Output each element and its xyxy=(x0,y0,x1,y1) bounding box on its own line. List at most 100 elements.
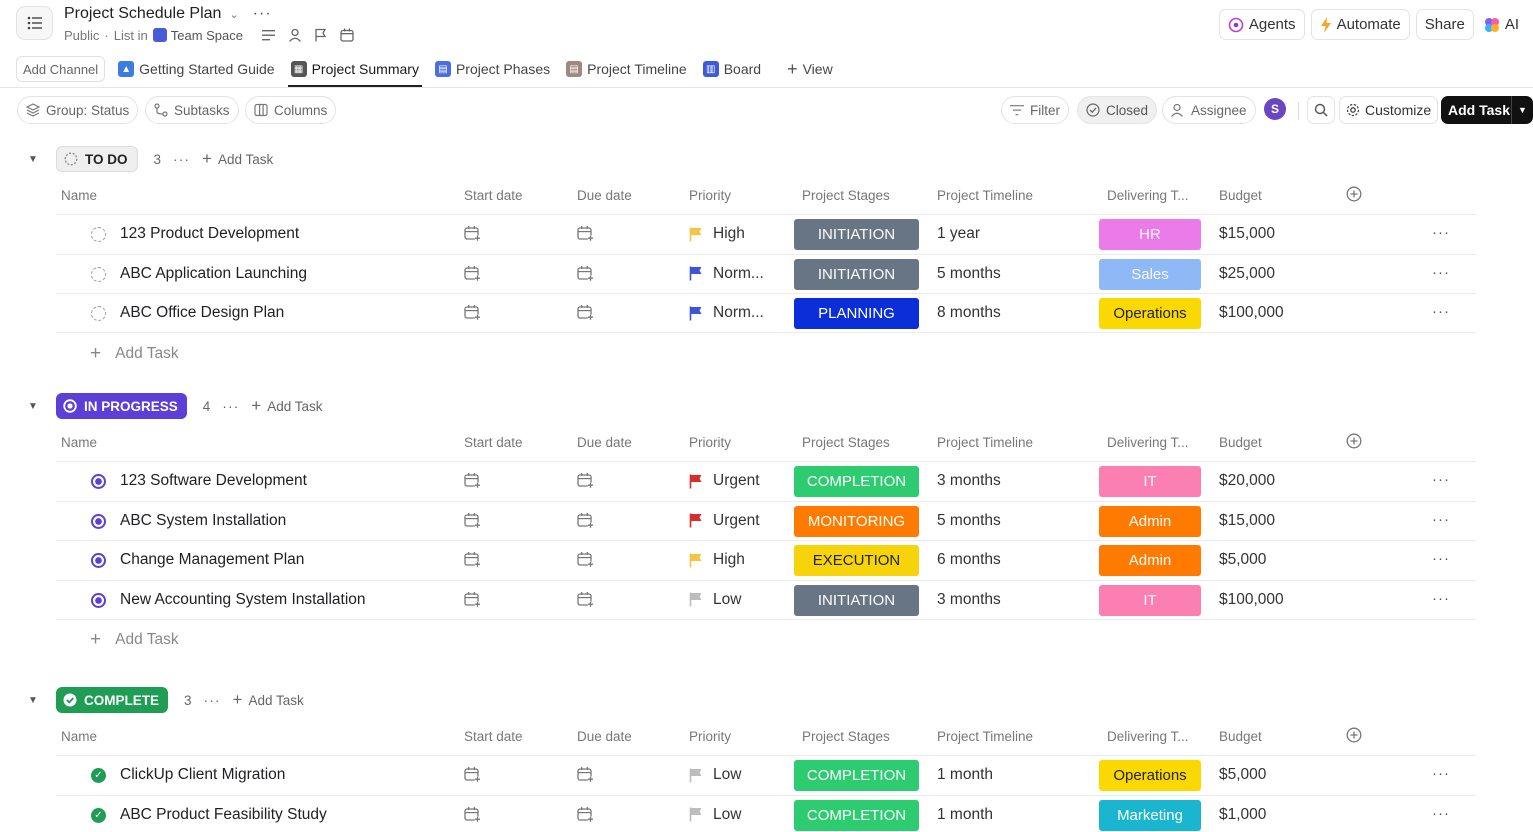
budget-cell[interactable]: $100,000 xyxy=(1219,590,1284,608)
status-circle-icon[interactable] xyxy=(91,227,106,242)
status-circle-icon[interactable] xyxy=(91,553,106,568)
column-header[interactable]: Project Timeline xyxy=(937,729,1034,744)
space-link[interactable]: Team Space xyxy=(152,28,243,43)
chevron-down-icon[interactable]: ⌄ xyxy=(229,8,239,21)
more-options-icon[interactable]: ··· xyxy=(203,692,221,708)
due-date-icon[interactable] xyxy=(577,265,595,285)
budget-cell[interactable]: $100,000 xyxy=(1219,304,1284,321)
column-header[interactable]: Delivering T... xyxy=(1107,729,1189,744)
stage-badge[interactable]: INITIATION xyxy=(794,584,919,616)
add-column-icon[interactable] xyxy=(1346,186,1362,205)
table-row[interactable]: ✓ ClickUp Client Migration Low COMPLETION 1 … xyxy=(56,755,1476,795)
tab-getting-started-guide[interactable]: ▲ Getting Started Guide xyxy=(115,52,277,86)
timeline-cell[interactable]: 3 months xyxy=(937,472,1001,489)
check-circle-icon[interactable]: ✓ xyxy=(91,807,106,823)
table-row[interactable]: 123 Product Development High INITIATION 1 y… xyxy=(56,214,1476,254)
row-more-icon[interactable]: ··· xyxy=(1432,303,1450,320)
subtasks-button[interactable]: Subtasks xyxy=(145,96,239,124)
due-date-icon[interactable] xyxy=(577,225,595,245)
task-name[interactable]: 123 Product Development xyxy=(120,225,300,242)
budget-cell[interactable]: $5,000 xyxy=(1219,766,1267,783)
tab-project-summary[interactable]: ▦ Project Summary xyxy=(287,52,423,87)
timeline-cell[interactable]: 8 months xyxy=(937,304,1001,321)
due-date-icon[interactable] xyxy=(577,551,595,571)
timeline-cell[interactable]: 1 year xyxy=(937,225,981,242)
start-date-icon[interactable] xyxy=(464,512,482,532)
priority-cell[interactable]: Low xyxy=(689,766,741,784)
task-name[interactable]: ABC System Installation xyxy=(120,511,287,529)
stage-badge[interactable]: COMPLETION xyxy=(794,466,919,497)
column-header[interactable]: Project Timeline xyxy=(937,188,1034,203)
timeline-cell[interactable]: 1 month xyxy=(937,805,994,823)
add-task-row[interactable]: + Add Task xyxy=(90,625,179,655)
share-button[interactable]: Share xyxy=(1415,9,1474,40)
stage-badge[interactable]: COMPLETION xyxy=(794,760,919,791)
start-date-icon[interactable] xyxy=(464,472,482,492)
caret-down-icon[interactable]: ▼ xyxy=(28,153,38,165)
column-header[interactable]: Budget xyxy=(1219,729,1262,744)
column-header[interactable]: Budget xyxy=(1219,188,1262,203)
status-badge[interactable]: IN PROGRESS xyxy=(56,393,187,419)
start-date-icon[interactable] xyxy=(464,265,482,285)
caret-down-icon[interactable]: ▼ xyxy=(28,400,38,412)
due-date-icon[interactable] xyxy=(577,512,595,532)
start-date-icon[interactable] xyxy=(464,225,482,245)
team-badge[interactable]: HR xyxy=(1099,219,1201,250)
group-add-task-button[interactable]: + Add Task xyxy=(202,149,273,169)
budget-cell[interactable]: $15,000 xyxy=(1219,225,1276,242)
table-row[interactable]: Change Management Plan High EXECUTION 6 mon… xyxy=(56,540,1476,580)
team-badge[interactable]: Sales xyxy=(1099,258,1201,290)
tab-board[interactable]: ▥ Board xyxy=(700,52,764,86)
more-options-icon[interactable]: ··· xyxy=(222,398,240,414)
timeline-cell[interactable]: 5 months xyxy=(937,511,1001,529)
assignee-icon[interactable] xyxy=(288,28,302,42)
column-header[interactable]: Due date xyxy=(577,729,632,744)
stage-badge[interactable]: PLANNING xyxy=(794,298,919,329)
tab-project-phases[interactable]: ▤ Project Phases xyxy=(432,52,553,86)
due-date-icon[interactable] xyxy=(577,766,595,786)
team-badge[interactable]: Marketing xyxy=(1099,799,1201,831)
row-more-icon[interactable]: ··· xyxy=(1432,263,1450,281)
row-more-icon[interactable]: ··· xyxy=(1432,589,1450,607)
status-badge[interactable]: TO DO xyxy=(56,146,138,172)
column-header[interactable]: Due date xyxy=(577,435,632,450)
priority-cell[interactable]: High xyxy=(689,225,745,243)
priority-cell[interactable]: Low xyxy=(689,806,741,824)
column-header[interactable]: Priority xyxy=(689,188,732,203)
task-name[interactable]: ABC Application Launching xyxy=(120,264,307,282)
row-more-icon[interactable]: ··· xyxy=(1432,510,1450,528)
task-name[interactable]: 123 Software Development xyxy=(120,472,307,489)
row-more-icon[interactable]: ··· xyxy=(1432,804,1450,822)
row-more-icon[interactable]: ··· xyxy=(1432,224,1450,241)
caret-down-icon[interactable]: ▼ xyxy=(28,694,38,706)
task-name[interactable]: New Accounting System Installation xyxy=(120,590,366,608)
timeline-cell[interactable]: 5 months xyxy=(937,264,1001,282)
team-badge[interactable]: Operations xyxy=(1099,298,1201,329)
table-row[interactable]: ABC System Installation Urgent MONITORING 5… xyxy=(56,500,1476,541)
start-date-icon[interactable] xyxy=(464,766,482,786)
budget-cell[interactable]: $1,000 xyxy=(1219,805,1267,823)
column-header[interactable]: Project Stages xyxy=(802,188,890,203)
filter-button[interactable]: Filter xyxy=(1001,96,1069,124)
stage-badge[interactable]: EXECUTION xyxy=(794,545,919,576)
column-header[interactable]: Budget xyxy=(1219,435,1262,450)
row-more-icon[interactable]: ··· xyxy=(1432,550,1450,567)
table-row[interactable]: ABC Application Launching Norm... INITIATI… xyxy=(56,253,1476,294)
calendar-icon[interactable] xyxy=(340,28,354,42)
budget-cell[interactable]: $25,000 xyxy=(1219,264,1276,282)
group-add-task-button[interactable]: + Add Task xyxy=(251,396,322,416)
column-header[interactable]: Delivering T... xyxy=(1107,435,1189,450)
due-date-icon[interactable] xyxy=(577,806,595,826)
start-date-icon[interactable] xyxy=(464,806,482,826)
column-header[interactable]: Start date xyxy=(464,435,523,450)
start-date-icon[interactable] xyxy=(464,304,482,324)
column-header[interactable]: Project Stages xyxy=(802,435,890,450)
description-icon[interactable] xyxy=(262,29,276,41)
add-column-icon[interactable] xyxy=(1346,727,1362,746)
due-date-icon[interactable] xyxy=(577,304,595,324)
row-more-icon[interactable]: ··· xyxy=(1432,765,1450,782)
page-title[interactable]: Project Schedule Plan ⌄ ··· xyxy=(64,3,272,25)
column-header[interactable]: Start date xyxy=(464,729,523,744)
stage-badge[interactable]: INITIATION xyxy=(794,219,919,250)
tab-project-timeline[interactable]: ▤ Project Timeline xyxy=(563,52,690,86)
